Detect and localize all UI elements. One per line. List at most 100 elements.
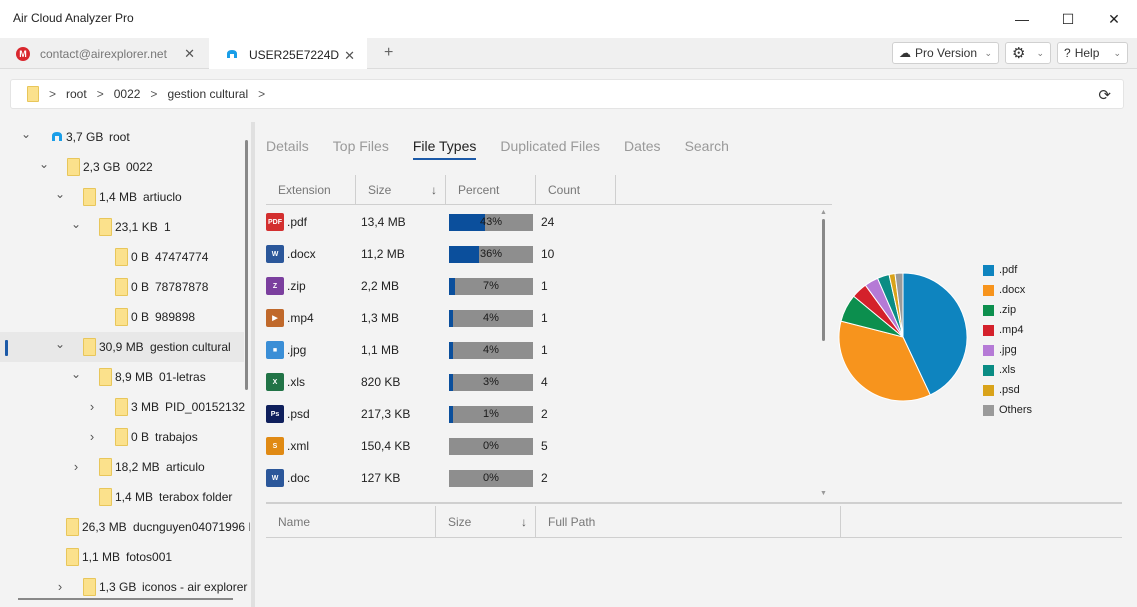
cell-percent: 4% bbox=[446, 341, 536, 359]
cell-extension: W .doc bbox=[266, 469, 356, 487]
chevron-down-icon[interactable]: ⌄ bbox=[70, 217, 82, 231]
table-row[interactable]: W .doc 127 KB 0% 2 bbox=[266, 462, 822, 494]
breadcrumb-item[interactable]: gestion cultural bbox=[167, 87, 249, 101]
tree-item[interactable]: 0 B 989898 bbox=[0, 302, 244, 332]
tree-item[interactable]: 0 B 78787878 bbox=[0, 272, 244, 302]
chevron-right-icon[interactable]: › bbox=[73, 459, 79, 474]
cell-extension: W .docx bbox=[266, 245, 356, 263]
column-name[interactable]: Name bbox=[266, 506, 436, 538]
maximize-button[interactable]: ☐ bbox=[1061, 10, 1075, 27]
tree-item[interactable]: ⌄ 8,9 MB 01-letras bbox=[0, 362, 244, 392]
scroll-up-icon[interactable]: ▲ bbox=[820, 209, 827, 216]
table-row[interactable]: ■ .jpg 1,1 MB 4% 1 bbox=[266, 334, 822, 366]
tree-item-size: 1,3 GB bbox=[99, 580, 137, 594]
table-row[interactable]: W .docx 11,2 MB 36% 10 bbox=[266, 238, 822, 270]
chevron-right-icon[interactable]: › bbox=[89, 399, 95, 414]
chevron-right-icon[interactable]: > bbox=[258, 87, 266, 101]
tree-item[interactable]: 0 B 47474774 bbox=[0, 242, 244, 272]
chevron-down-icon[interactable]: ⌄ bbox=[54, 337, 66, 351]
breadcrumb-item[interactable]: root bbox=[66, 87, 87, 101]
legend-item: Others bbox=[983, 400, 1032, 420]
folder-icon[interactable] bbox=[27, 86, 39, 102]
panel-divider[interactable] bbox=[266, 502, 1122, 504]
column-extension[interactable]: Extension bbox=[266, 175, 356, 205]
breadcrumb-item[interactable]: 0022 bbox=[113, 87, 141, 101]
tab-terabox-account[interactable]: USER25E7224D ✕ bbox=[209, 38, 367, 69]
tree-item[interactable]: 1,4 MB terabox folder bbox=[0, 482, 244, 512]
view-tabs: Details Top Files File Types Duplicated … bbox=[266, 138, 753, 160]
tab-top-files[interactable]: Top Files bbox=[332, 138, 389, 154]
settings-button[interactable]: ⚙ ⌄ bbox=[1005, 42, 1051, 64]
refresh-icon[interactable]: ⟳ bbox=[1098, 87, 1111, 104]
tree-horizontal-scrollbar[interactable] bbox=[18, 598, 233, 600]
tree-item[interactable]: 26,3 MB ducnguyen04071996 D bbox=[0, 512, 250, 542]
table-row[interactable]: X .xls 820 KB 3% 4 bbox=[266, 366, 822, 398]
tree-item-label: artiuclo bbox=[143, 190, 182, 204]
title-bar: Air Cloud Analyzer Pro — ☐ ✕ bbox=[0, 0, 1137, 38]
tree-item-label: articulo bbox=[166, 460, 205, 474]
tree-item-size: 1,4 MB bbox=[115, 490, 154, 504]
tree-scrollbar[interactable] bbox=[245, 140, 248, 390]
file-types-header: Extension Size ↓ Percent Count bbox=[266, 175, 832, 205]
extension-label: .xml bbox=[287, 439, 309, 453]
table-row[interactable]: S .xml 150,4 KB 0% 5 bbox=[266, 430, 822, 462]
column-percent[interactable]: Percent bbox=[446, 175, 536, 205]
cell-extension: Z .zip bbox=[266, 277, 356, 295]
table-row[interactable]: Z .zip 2,2 MB 7% 1 bbox=[266, 270, 822, 302]
tab-search[interactable]: Search bbox=[684, 138, 729, 154]
table-row[interactable]: ▶ .mp4 1,3 MB 4% 1 bbox=[266, 302, 822, 334]
column-size[interactable]: Size ↓ bbox=[356, 175, 446, 205]
tab-file-types[interactable]: File Types bbox=[412, 138, 477, 160]
minimize-button[interactable]: — bbox=[1015, 11, 1029, 27]
panel-splitter[interactable] bbox=[251, 122, 255, 607]
chevron-down-icon[interactable]: ⌄ bbox=[38, 157, 50, 171]
column-count[interactable]: Count bbox=[536, 175, 616, 205]
table-row[interactable]: Ps .psd 217,3 KB 1% 2 bbox=[266, 398, 822, 430]
chevron-down-icon[interactable]: ⌄ bbox=[70, 367, 82, 381]
column-size[interactable]: Size ↓ bbox=[436, 506, 536, 538]
tree-item[interactable]: › 1,3 GB iconos - air explorer bbox=[0, 572, 247, 602]
tree-item-size: 3 MB bbox=[131, 400, 160, 414]
chevron-right-icon[interactable]: › bbox=[57, 579, 63, 594]
add-tab-button[interactable]: + bbox=[384, 44, 394, 61]
cell-size: 150,4 KB bbox=[361, 439, 411, 453]
folder-icon bbox=[115, 278, 128, 296]
tree-item[interactable]: › 3 MB PID_00152132 bbox=[0, 392, 245, 422]
tab-mega-account[interactable]: M contact@airexplorer.net ✕ bbox=[0, 38, 207, 69]
column-full-path[interactable]: Full Path bbox=[536, 506, 841, 538]
table-row[interactable]: PDF .pdf 13,4 MB 43% 24 bbox=[266, 206, 822, 238]
file-types-scrollbar[interactable] bbox=[822, 219, 825, 341]
chevron-right-icon[interactable]: › bbox=[89, 429, 95, 444]
tree-item[interactable]: ⌄ 1,4 MB artiuclo bbox=[0, 182, 244, 212]
tree-item[interactable]: 1,1 MB fotos001 bbox=[0, 542, 244, 572]
tree-item[interactable]: › 18,2 MB articulo bbox=[0, 452, 244, 482]
tab-dates[interactable]: Dates bbox=[623, 138, 661, 154]
tree-item[interactable]: ⌄ 3,7 GB root bbox=[0, 122, 244, 152]
tree-item[interactable]: › 0 B trabajos bbox=[0, 422, 244, 452]
percent-bar: 36% bbox=[449, 245, 533, 263]
tree-item[interactable]: ⌄ 2,3 GB 0022 bbox=[0, 152, 244, 182]
tree-item[interactable]: ⌄ 23,1 KB 1 bbox=[0, 212, 244, 242]
pro-version-button[interactable]: ☁ Pro Version ⌄ bbox=[892, 42, 999, 64]
percent-label: 3% bbox=[483, 375, 499, 388]
cell-extension: S .xml bbox=[266, 437, 356, 455]
help-button[interactable]: ? Help ⌄ bbox=[1057, 42, 1128, 64]
pie-slice bbox=[894, 272, 904, 338]
tab-details[interactable]: Details bbox=[266, 138, 309, 154]
cell-percent: 0% bbox=[446, 469, 536, 487]
legend-label: .jpg bbox=[999, 344, 1017, 356]
scroll-down-icon[interactable]: ▼ bbox=[820, 490, 827, 497]
tree-item[interactable]: ⌄ 30,9 MB gestion cultural bbox=[0, 332, 244, 362]
gear-icon: ⚙ bbox=[1012, 45, 1026, 62]
tree-item-size: 8,9 MB bbox=[115, 370, 154, 384]
close-window-button[interactable]: ✕ bbox=[1108, 10, 1120, 27]
folder-icon bbox=[83, 188, 96, 206]
xml-icon: S bbox=[266, 437, 284, 455]
cell-size: 13,4 MB bbox=[361, 215, 406, 229]
percent-bar: 4% bbox=[449, 341, 533, 359]
close-tab-icon[interactable]: ✕ bbox=[184, 46, 195, 61]
tab-duplicated-files[interactable]: Duplicated Files bbox=[500, 138, 600, 154]
chevron-down-icon[interactable]: ⌄ bbox=[20, 127, 32, 141]
chevron-down-icon[interactable]: ⌄ bbox=[54, 187, 66, 201]
close-tab-icon[interactable]: ✕ bbox=[344, 48, 355, 63]
